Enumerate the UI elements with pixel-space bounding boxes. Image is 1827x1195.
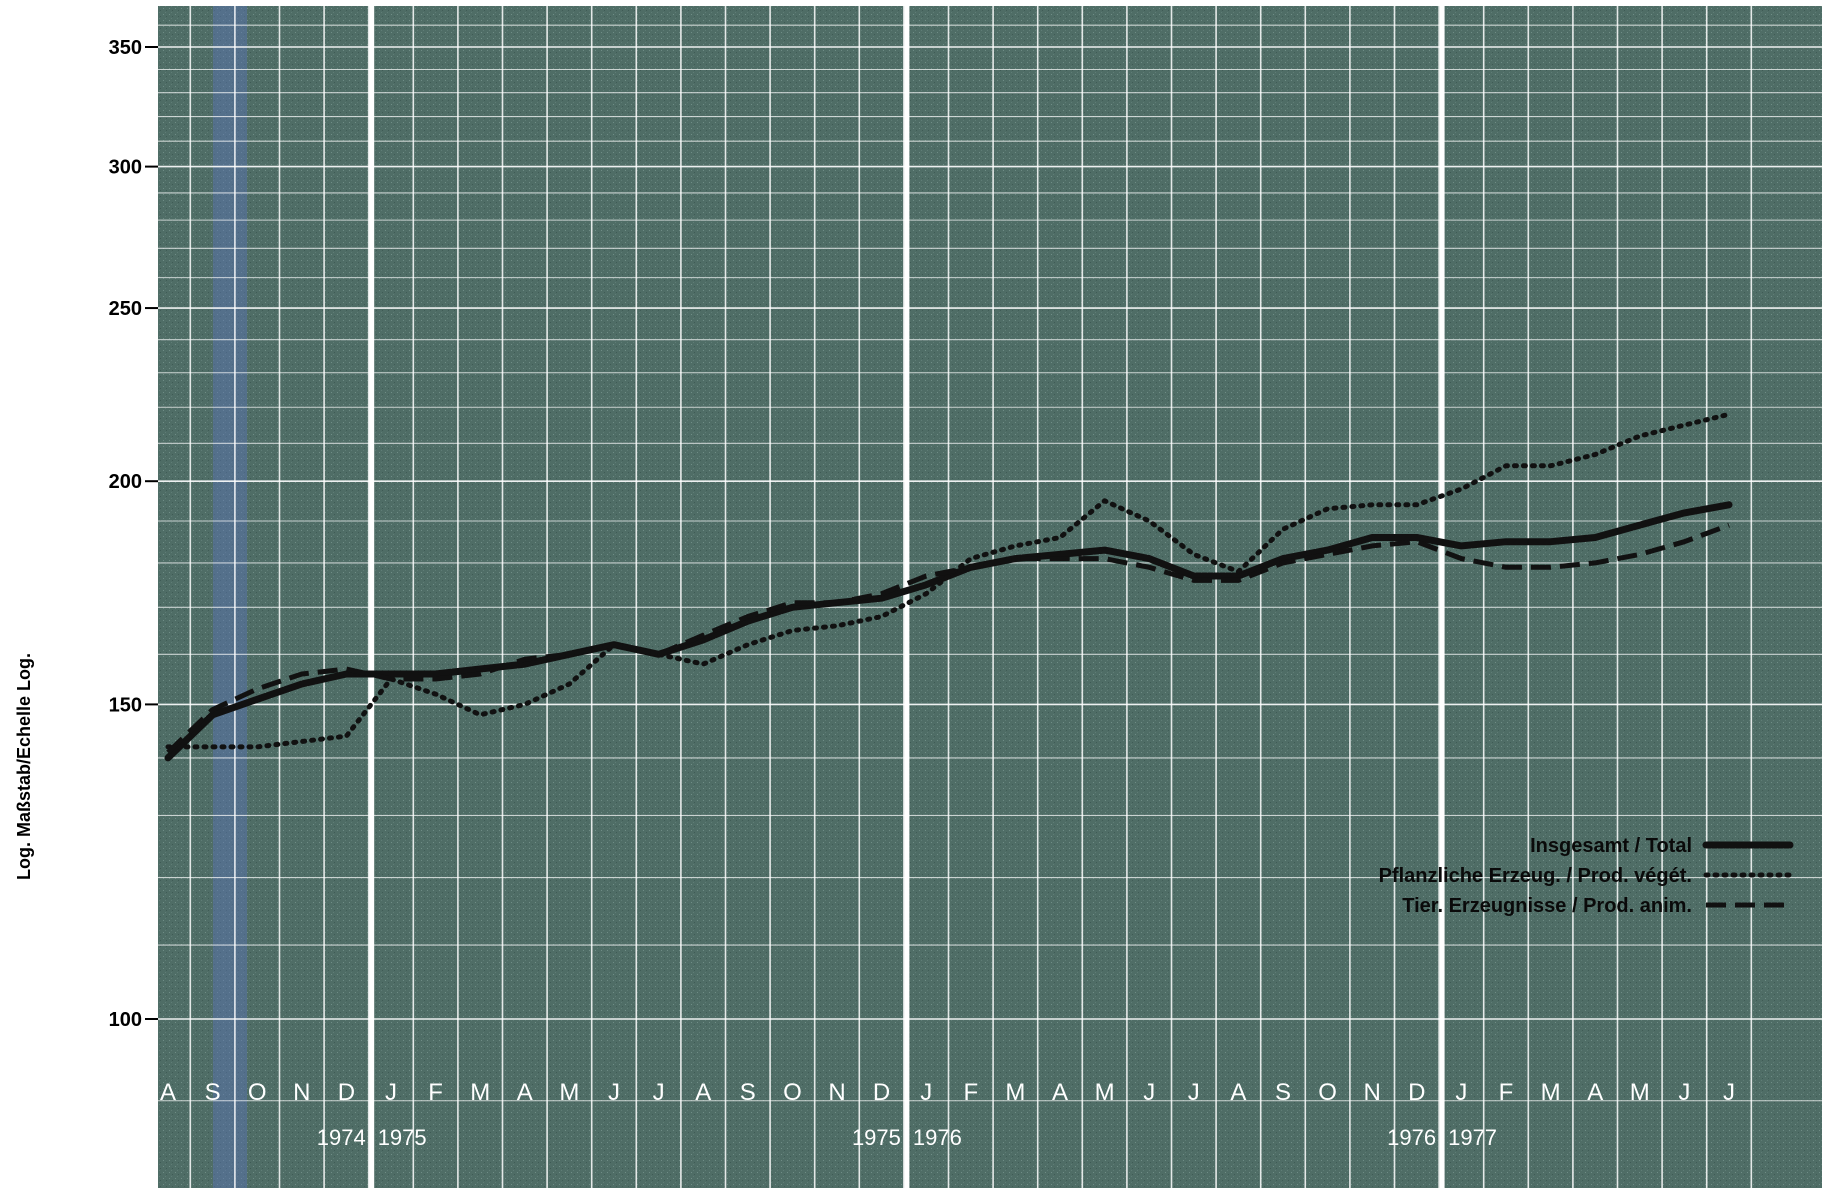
y-tick-label: 150 <box>109 694 142 716</box>
x-tick-label: D <box>873 1079 890 1106</box>
x-tick-label: O <box>1318 1079 1337 1106</box>
x-tick-label: D <box>338 1079 355 1106</box>
x-tick-label: F <box>428 1079 443 1106</box>
legend-label: Insgesamt / Total <box>1530 835 1692 857</box>
x-tick-label: D <box>1408 1079 1425 1106</box>
x-tick-label: N <box>293 1079 310 1106</box>
year-label: 1977 <box>1448 1125 1497 1150</box>
x-tick-label: A <box>1230 1079 1246 1106</box>
y-tick-label: 250 <box>109 298 142 320</box>
x-tick-label: N <box>1364 1079 1381 1106</box>
x-tick-label: J <box>653 1079 665 1106</box>
series-line-dotted <box>165 411 1732 750</box>
x-tick-label: M <box>1541 1079 1561 1106</box>
x-tick-label: A <box>1587 1079 1603 1106</box>
y-tick-label: 100 <box>109 1009 142 1031</box>
x-tick-label: S <box>740 1079 756 1106</box>
x-tick-label: J <box>920 1079 932 1106</box>
grid <box>158 6 1822 1188</box>
x-tick-label: O <box>783 1079 802 1106</box>
x-tick-label: N <box>828 1079 845 1106</box>
plot-background <box>158 6 1822 1188</box>
legend: Insgesamt / Total Pflanzliche Erzeug. / P… <box>1379 835 1794 917</box>
x-tick-label: M <box>470 1079 490 1106</box>
legend-label: Tier. Erzeugnisse / Prod. anim. <box>1402 895 1692 917</box>
x-tick-label: J <box>385 1079 397 1106</box>
x-tick-label: A <box>1052 1079 1068 1106</box>
x-tick-label: M <box>559 1079 579 1106</box>
year-label: 1976 <box>1387 1125 1436 1150</box>
x-tick-label: M <box>1005 1079 1025 1106</box>
x-tick-label: A <box>695 1079 711 1106</box>
x-tick-label: J <box>1143 1079 1155 1106</box>
x-tick-label: J <box>1723 1079 1735 1106</box>
y-tick-label: 200 <box>109 471 142 493</box>
x-tick-label: S <box>205 1079 221 1106</box>
x-tick-label: M <box>1095 1079 1115 1106</box>
y-axis-label: Log. Maßstab/Echelle Log. <box>14 653 34 880</box>
year-label: 1976 <box>913 1125 962 1150</box>
x-tick-label: S <box>1275 1079 1291 1106</box>
x-tick-label: J <box>608 1079 620 1106</box>
x-tick-label: M <box>1630 1079 1650 1106</box>
x-tick-label: A <box>517 1079 533 1106</box>
series-lines <box>164 411 1733 762</box>
x-tick-label: O <box>248 1079 267 1106</box>
x-tick-label: F <box>963 1079 978 1106</box>
y-tick-label: 350 <box>109 37 142 59</box>
x-tick-label: J <box>1678 1079 1690 1106</box>
highlight-band <box>213 6 247 1188</box>
x-tick-label: A <box>160 1079 176 1106</box>
year-label: 1974 <box>317 1125 366 1150</box>
x-tick-label: F <box>1499 1079 1514 1106</box>
x-tick-label: J <box>1188 1079 1200 1106</box>
year-label: 1975 <box>378 1125 427 1150</box>
legend-label: Pflanzliche Erzeug. / Prod. végét. <box>1379 865 1692 887</box>
y-tick-label: 300 <box>109 157 142 179</box>
x-tick-label: J <box>1455 1079 1467 1106</box>
year-label: 1975 <box>852 1125 901 1150</box>
series-line-dashed <box>166 522 1730 755</box>
